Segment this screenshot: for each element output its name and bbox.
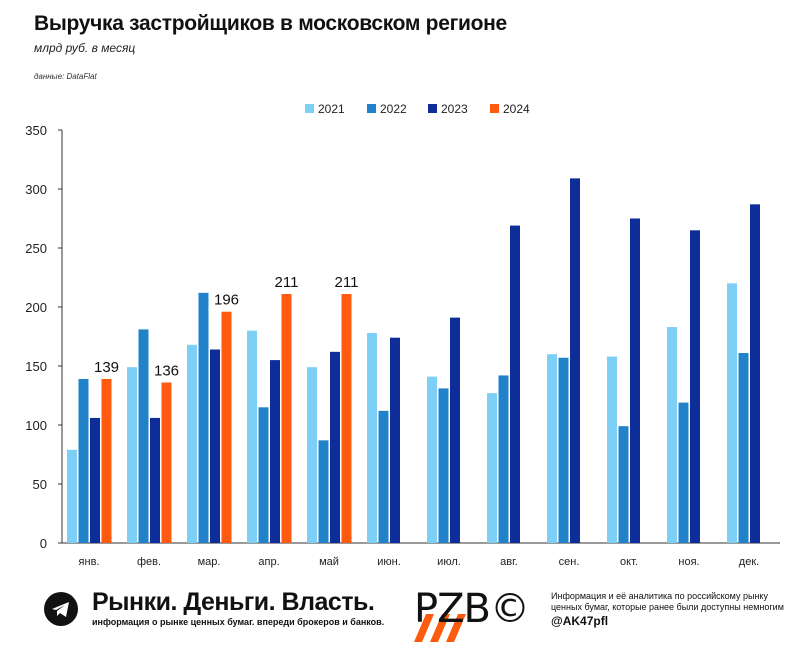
legend-swatch-2022: [367, 104, 376, 113]
legend-label: 2021: [318, 102, 345, 116]
y-tick-label: 300: [25, 182, 47, 197]
telegram-icon: [44, 592, 78, 626]
bar-2021-3: [247, 330, 257, 543]
bar-2022-8: [558, 357, 569, 543]
bar-2021-9: [607, 356, 617, 543]
bar-2022-11: [738, 353, 749, 543]
legend-swatch-2024: [490, 104, 499, 113]
bar-2023-3: [270, 360, 280, 543]
data-label: 136: [154, 363, 179, 380]
logo-text: PZB©: [414, 586, 530, 632]
bar-2022-7: [498, 375, 509, 543]
bar-2021-10: [667, 327, 677, 543]
x-tick-label: окт.: [620, 556, 638, 568]
x-tick-label: ноя.: [678, 556, 699, 568]
chart-subtitle: млрд руб. в месяц: [34, 41, 136, 55]
bar-2021-6: [427, 376, 437, 543]
bar-2022-0: [78, 378, 89, 543]
legend-label: 2022: [380, 102, 407, 116]
x-tick-label: июн.: [377, 556, 401, 568]
y-tick-label: 0: [40, 536, 47, 551]
bar-2023-4: [330, 351, 340, 543]
legend-label: 2024: [503, 102, 530, 116]
data-label: 211: [335, 274, 359, 291]
bar-2023-9: [630, 218, 640, 543]
bar-2024-2: [221, 311, 232, 543]
bar-2024-3: [281, 294, 292, 543]
x-tick-label: дек.: [739, 556, 759, 568]
bar-2021-7: [487, 393, 497, 543]
x-tick-label: авг.: [500, 556, 518, 568]
y-tick-label: 350: [25, 123, 47, 138]
bar-2021-5: [367, 332, 377, 543]
bar-chart: 0 50 100 150 200 250 300 350 янв. фев. мар. апр. май…: [25, 102, 780, 568]
bar-2021-8: [547, 354, 557, 543]
bar-2022-3: [258, 407, 269, 543]
bar-2021-0: [67, 449, 77, 543]
bar-2023-1: [150, 417, 160, 543]
bar-2023-6: [450, 317, 460, 543]
bar-2021-11: [727, 283, 737, 543]
bar-2022-1: [138, 329, 149, 543]
info-text: Информация и её аналитика по российскому…: [551, 591, 784, 612]
bar-2022-9: [618, 426, 629, 543]
bar-2023-7: [510, 225, 520, 543]
data-label: 211: [275, 274, 299, 291]
brand-name: Рынки. Деньги. Власть.: [92, 588, 375, 616]
y-tick-label: 100: [25, 418, 47, 433]
x-tick-label: мар.: [198, 556, 221, 568]
x-tick-label: июл.: [437, 556, 461, 568]
x-tick-label: сен.: [559, 556, 580, 568]
bar-2024-4: [341, 294, 352, 543]
bar-2022-10: [678, 402, 689, 543]
x-tick-label: фев.: [137, 556, 161, 568]
legend-swatch-2021: [305, 104, 314, 113]
legend-swatch-2023: [428, 104, 437, 113]
bar-2023-0: [90, 417, 100, 543]
logo-graphic-icon: [414, 614, 466, 642]
bar-2024-1: [161, 382, 172, 543]
data-source: данные: DataFlat: [34, 72, 97, 81]
y-tick-label: 50: [33, 477, 47, 492]
bar-2024-0: [101, 378, 112, 543]
bar-2021-2: [187, 344, 197, 543]
bar-2021-1: [127, 367, 137, 543]
brand-tagline: информация о рынке ценных бумаг. впереди…: [92, 617, 385, 627]
legend-label: 2023: [441, 102, 468, 116]
chart-title: Выручка застройщиков в московском регион…: [34, 12, 507, 35]
bar-2022-2: [198, 292, 209, 543]
y-tick-label: 150: [25, 359, 47, 374]
channel-handle[interactable]: @AK47pfl: [551, 614, 609, 628]
bar-2023-11: [750, 204, 760, 543]
footer: [0, 582, 800, 652]
y-tick-label: 200: [25, 300, 47, 315]
data-label: 139: [94, 359, 119, 376]
bar-2022-4: [318, 440, 329, 543]
bar-2023-5: [390, 337, 400, 543]
data-label: 196: [214, 292, 239, 309]
bar-2023-2: [210, 349, 220, 543]
x-tick-label: май: [319, 556, 339, 568]
bar-2022-5: [378, 410, 389, 543]
bar-2023-10: [690, 230, 700, 544]
bar-2023-8: [570, 178, 580, 543]
y-tick-label: 250: [25, 241, 47, 256]
x-tick-label: апр.: [258, 556, 279, 568]
x-tick-label: янв.: [79, 556, 100, 568]
bar-2022-6: [438, 388, 449, 543]
bar-2021-4: [307, 367, 317, 543]
